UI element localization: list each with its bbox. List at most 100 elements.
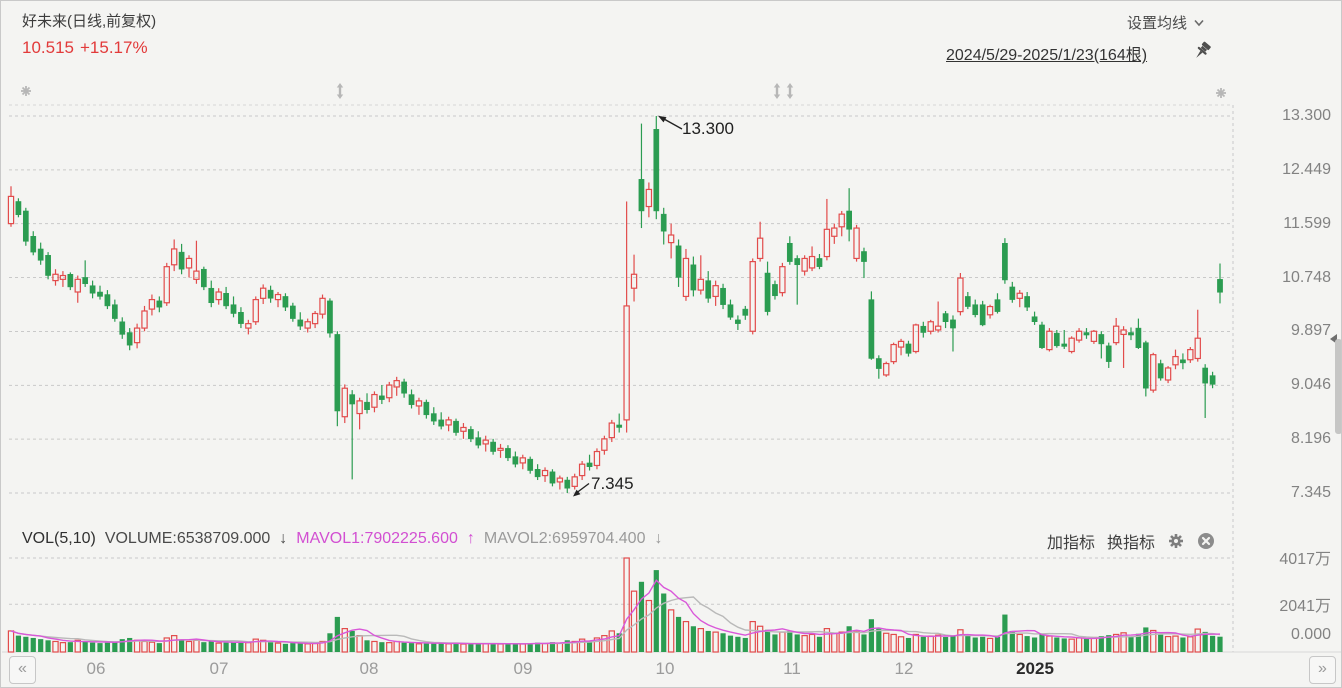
volume-bar <box>1143 627 1149 652</box>
volume-bar <box>1098 636 1104 652</box>
volume-bar <box>1106 635 1112 652</box>
volume-bar <box>423 643 429 652</box>
volume-bar <box>735 636 741 652</box>
volume-bar <box>97 643 103 652</box>
volume-bar <box>541 642 549 653</box>
volume-bar <box>697 627 704 653</box>
candle-down <box>816 254 823 270</box>
gear-icon[interactable] <box>1167 532 1185 550</box>
volume-bar <box>601 635 608 653</box>
candle-down <box>586 454 593 471</box>
volume-bar <box>1039 634 1045 652</box>
candle-down <box>97 285 103 300</box>
low-price-annotation: 7.345 <box>591 474 634 493</box>
volume-bar <box>311 642 319 653</box>
candle-up <box>601 435 608 455</box>
volume-bar <box>519 643 526 653</box>
switch-indicator-button[interactable]: 换指标 <box>1107 535 1156 552</box>
vertical-scrollbar[interactable] <box>1335 339 1341 434</box>
candle-up <box>912 323 920 354</box>
volume-bar <box>297 642 303 652</box>
volume-bar <box>1016 633 1023 653</box>
volume-bar <box>994 637 1001 652</box>
volume-bar <box>170 635 178 653</box>
candle-up <box>245 319 252 335</box>
volume-bar <box>475 643 481 652</box>
volume-bar <box>630 590 638 653</box>
candle-down <box>549 469 556 487</box>
volume-bar <box>104 642 111 652</box>
volume-bar <box>682 620 690 653</box>
candle-up <box>1090 329 1098 344</box>
candle-down <box>349 390 356 480</box>
candle-up <box>1172 349 1179 370</box>
scroll-left-button[interactable]: « <box>9 656 36 684</box>
volume-bar <box>1083 638 1090 652</box>
volume-bar <box>1068 638 1075 653</box>
vol-indicator-label[interactable]: VOL(5,10) <box>22 530 96 547</box>
candle-down <box>327 298 333 338</box>
volume-bar <box>223 642 229 652</box>
candle-down <box>720 283 726 310</box>
candle-down <box>15 198 22 218</box>
candle-down <box>82 260 89 287</box>
collapse-panel-handle[interactable] <box>1330 334 1337 344</box>
candle-up <box>541 467 549 482</box>
volume-bar <box>468 643 474 652</box>
volume-bar <box>393 640 400 653</box>
volume-bar <box>379 642 385 652</box>
volume-bar <box>1164 635 1172 653</box>
volume-bar <box>1112 633 1120 653</box>
ma-settings-button[interactable]: 设置均线 <box>1127 12 1205 33</box>
close-indicator-icon[interactable] <box>1197 532 1215 550</box>
volume-bar <box>690 626 696 652</box>
volume-bar <box>787 630 793 652</box>
candle-down <box>30 231 37 256</box>
date-range-link[interactable]: 2024/5/29-2025/1/23(164根) <box>946 47 1148 64</box>
volume-bar <box>957 629 964 653</box>
volume-bar <box>490 643 496 652</box>
volume-bar <box>230 642 237 652</box>
volume-bar <box>897 636 905 653</box>
candle-up <box>556 475 564 490</box>
event-star-icon[interactable] <box>1216 88 1226 98</box>
candle-up <box>1046 328 1053 352</box>
volume-bar <box>638 581 645 652</box>
mavol1-value: MAVOL1:7902225.600 <box>296 530 458 547</box>
split-event-icon[interactable] <box>336 83 344 99</box>
candle-down <box>868 291 875 360</box>
volume-bar <box>23 636 29 652</box>
volume-bar <box>1031 637 1038 652</box>
volume-bar <box>808 633 816 653</box>
mavol1-direction-arrow-icon: ↑ <box>466 530 475 547</box>
event-star-icon[interactable] <box>21 86 31 96</box>
candle-down <box>794 255 801 305</box>
candle-down <box>453 418 459 436</box>
volume-bar <box>616 633 622 652</box>
volume-bar <box>38 639 44 652</box>
last-price: 10.515 <box>22 38 74 57</box>
volume-direction-arrow-icon: ↓ <box>279 530 288 547</box>
split-event-icon[interactable] <box>786 83 794 99</box>
add-indicator-button[interactable]: 加指标 <box>1047 535 1096 552</box>
candle-down <box>104 290 111 310</box>
x-axis-label: 09 <box>513 659 533 678</box>
candle-up <box>445 416 452 432</box>
candle-up <box>215 288 222 305</box>
volume-bar <box>675 616 682 652</box>
volume-bar <box>401 642 407 652</box>
pin-icon[interactable] <box>1192 41 1212 63</box>
split-event-icon[interactable] <box>773 83 781 99</box>
volume-bar <box>883 632 890 653</box>
volume-bar <box>890 633 897 653</box>
candle-up <box>1187 347 1194 363</box>
candle-down <box>408 389 415 409</box>
scroll-right-button[interactable]: » <box>1309 656 1336 684</box>
volume-bar <box>30 637 36 652</box>
candle-down <box>119 317 126 339</box>
candle-down <box>1053 329 1060 348</box>
candle-down <box>735 315 741 330</box>
candle-up <box>927 319 934 335</box>
volume-bar <box>274 642 282 653</box>
